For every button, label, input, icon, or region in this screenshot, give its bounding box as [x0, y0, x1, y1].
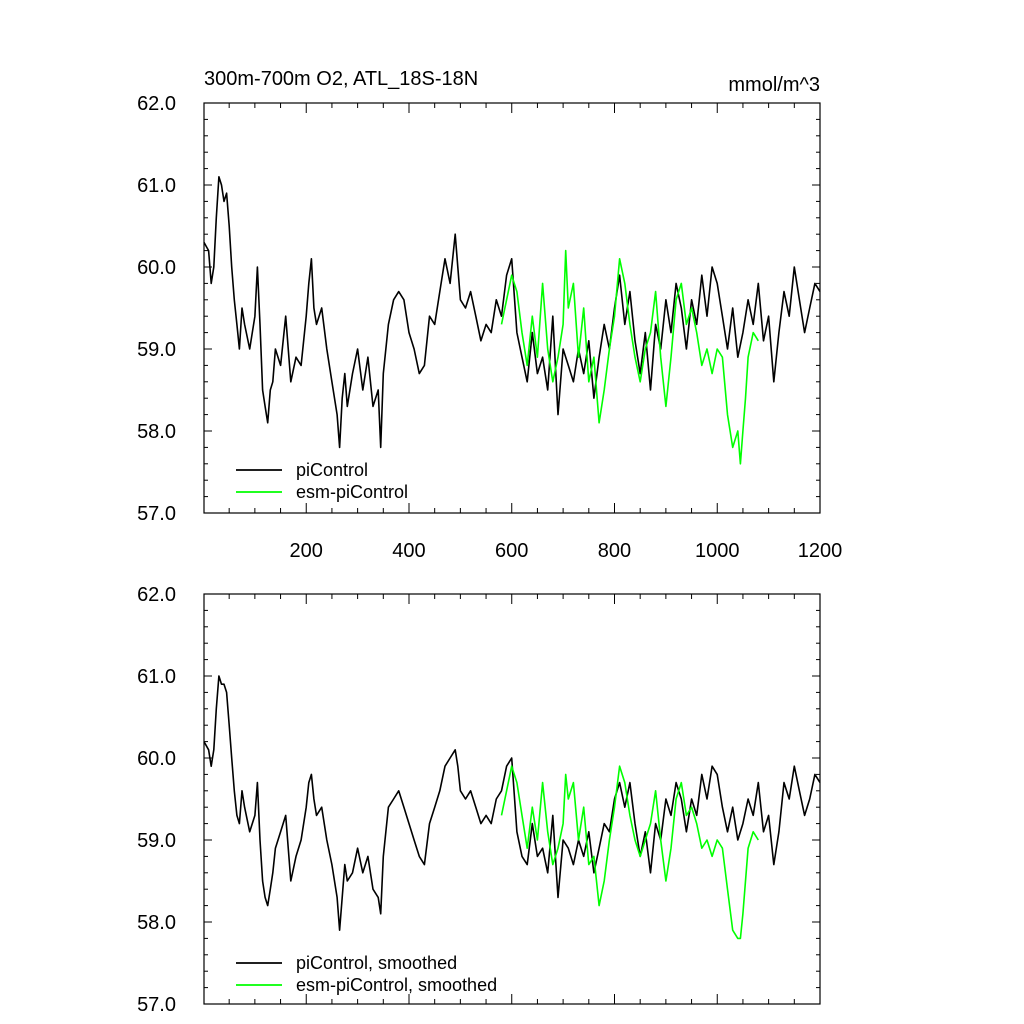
legend-label-0: piControl	[296, 460, 368, 480]
y-tick-label: 62.0	[137, 93, 176, 115]
x-tick-label: 1200	[798, 540, 843, 562]
series-line-1	[500, 765, 759, 940]
y-tick-label: 57.0	[137, 994, 176, 1016]
chart-title: 300m-700m O2, ATL_18S-18N	[204, 68, 478, 90]
units-label: mmol/m^3	[728, 74, 820, 96]
x-tick-label: 400	[392, 540, 425, 562]
x-tick-label: 800	[598, 540, 631, 562]
legend-label-0: piControl, smoothed	[296, 953, 457, 973]
y-tick-label: 60.0	[137, 257, 176, 279]
plot-frame	[203, 102, 821, 514]
x-tick-label: 1000	[695, 540, 740, 562]
y-tick-label: 60.0	[137, 748, 176, 770]
y-tick-label: 58.0	[137, 912, 176, 934]
panel-top: 57.0 58.0 59.0 60.0 61.0 62.0 200 400 600 800 1000…	[137, 68, 842, 562]
x-tick-label: 600	[495, 540, 528, 562]
legend-label-1: esm-piControl, smoothed	[296, 975, 497, 995]
y-tick-label: 61.0	[137, 666, 176, 688]
panel-bottom: 57.0 58.0 59.0 60.0 61.0 62.0 piControl, smoot…	[137, 584, 821, 1016]
y-tick-label: 57.0	[137, 503, 176, 525]
series-line-0	[203, 176, 821, 449]
y-tick-label: 62.0	[137, 584, 176, 606]
series-line-1	[500, 249, 759, 465]
y-tick-label: 59.0	[137, 830, 176, 852]
y-tick-label: 61.0	[137, 175, 176, 197]
series-line-0	[203, 675, 821, 932]
y-tick-label: 58.0	[137, 421, 176, 443]
x-tick-label: 200	[290, 540, 323, 562]
plot-frame	[203, 593, 821, 1005]
legend-label-1: esm-piControl	[296, 482, 408, 502]
y-tick-label: 59.0	[137, 339, 176, 361]
